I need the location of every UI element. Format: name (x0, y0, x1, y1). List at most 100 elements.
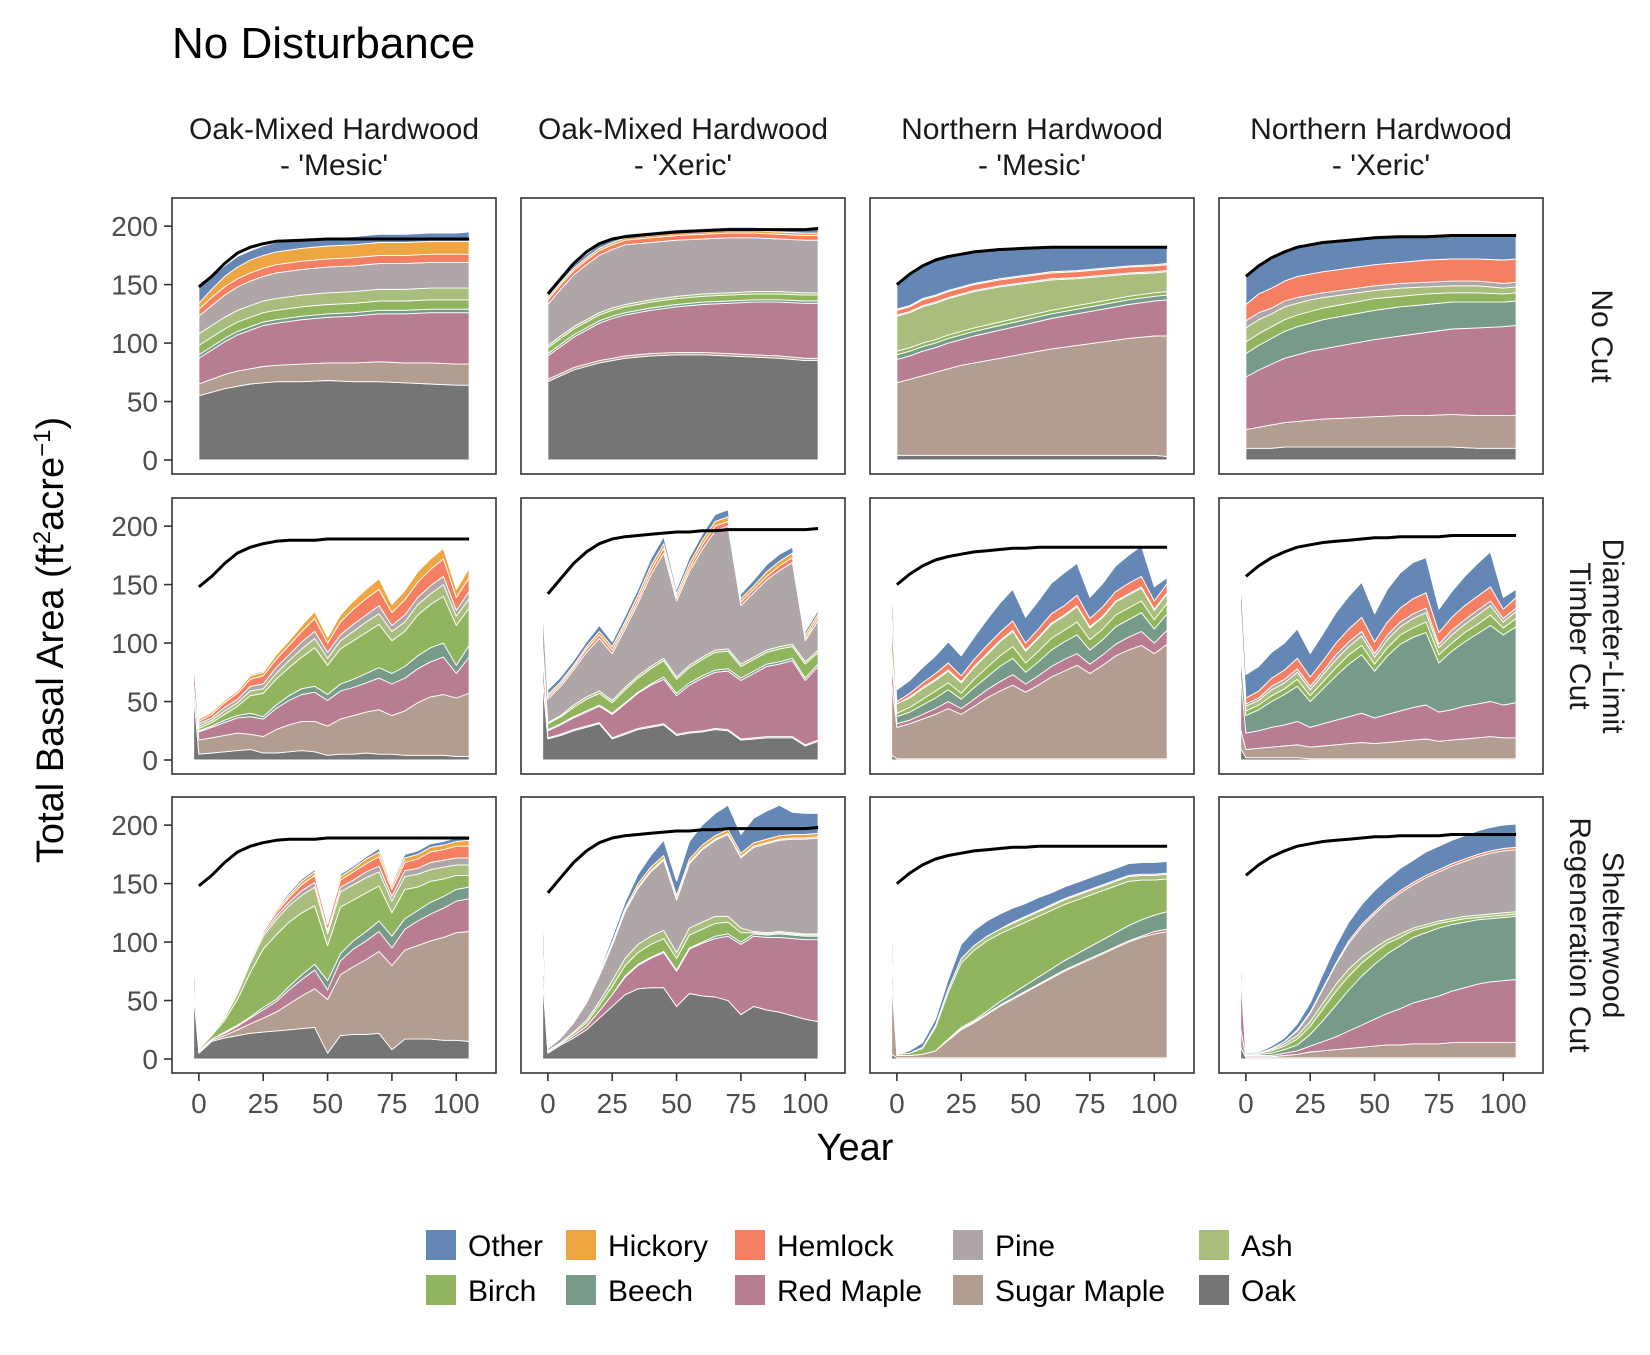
x-tick-label: 100 (433, 1088, 480, 1119)
column-strip-line1: Oak-Mixed Hardwood (189, 113, 479, 146)
axes: 0 50 100 150 200 0 50 100 150 200 0 50 100 150 200 0 25 5… (111, 211, 1526, 1119)
no-disturbance-line (895, 844, 1168, 885)
no-disturbance-line (197, 537, 470, 589)
no-disturbance-line (895, 245, 1168, 286)
column-strip-line2: - 'Mesic' (280, 149, 388, 182)
y-tick-label: 200 (111, 511, 158, 542)
x-tick-label: 0 (540, 1088, 556, 1119)
x-tick-label: 0 (191, 1088, 207, 1119)
area-other (193, 836, 470, 1051)
panel-border (869, 497, 1195, 775)
no-disturbance-line (1244, 234, 1517, 278)
legend-item-sugar-maple: Sugar Maple (953, 1275, 1165, 1308)
column-strip-line2: - 'Mesic' (978, 149, 1086, 182)
y-tick-label: 50 (127, 687, 158, 718)
x-axis-title: Year (817, 1127, 894, 1169)
column-strip-line2: - 'Xeric' (1332, 149, 1430, 182)
panel-1-1 (520, 497, 846, 775)
legend-item-pine: Pine (953, 1230, 1055, 1263)
x-tick-label: 75 (376, 1088, 407, 1119)
no-disturbance-line (546, 227, 819, 295)
row-strip-line2: Timber Cut (1563, 562, 1596, 710)
y-tick-label: 200 (111, 810, 158, 841)
legend-swatch (426, 1275, 456, 1305)
panel-border (171, 796, 497, 1074)
no-disturbance-line (546, 527, 819, 595)
area-other (891, 860, 1168, 1055)
panel-0-3 (1218, 197, 1544, 475)
legend-item-red-maple: Red Maple (735, 1275, 922, 1308)
legend-label: Pine (995, 1230, 1055, 1263)
chart-title: No Disturbance (172, 19, 475, 68)
legend-item-beech: Beech (566, 1275, 693, 1308)
y-tick-label: 200 (111, 211, 158, 242)
legend-label: Red Maple (777, 1275, 922, 1308)
area-oak (547, 354, 819, 461)
area-other (1240, 823, 1517, 1055)
legend-swatch (566, 1275, 596, 1305)
x-tick-label: 50 (312, 1088, 343, 1119)
x-tick-label: 25 (248, 1088, 279, 1119)
no-disturbance-line (1244, 833, 1517, 877)
column-strip-line1: Northern Hardwood (1250, 113, 1512, 146)
column-strip-line2: - 'Xeric' (634, 149, 732, 182)
legend-swatch (1199, 1230, 1229, 1260)
x-tick-label: 100 (1480, 1088, 1527, 1119)
area-other (891, 545, 1168, 702)
panel-2-0 (171, 796, 497, 1074)
panel-0-1 (520, 197, 846, 475)
legend-label: Hemlock (777, 1230, 895, 1263)
panel-border (1218, 796, 1544, 1074)
panel-border (520, 197, 846, 475)
area-other (1240, 551, 1517, 699)
panel-border (869, 197, 1195, 475)
legend-label: Birch (468, 1275, 536, 1308)
legend-item-birch: Birch (426, 1275, 536, 1308)
no-disturbance-line (197, 237, 470, 289)
no-disturbance-line (895, 545, 1168, 586)
area-oak (1245, 446, 1517, 461)
x-tick-label: 75 (725, 1088, 756, 1119)
legend-item-oak: Oak (1199, 1275, 1297, 1308)
column-strip-line1: Northern Hardwood (901, 113, 1163, 146)
column-strip-line1: Oak-Mixed Hardwood (538, 113, 828, 146)
legend-label: Oak (1241, 1275, 1297, 1308)
y-tick-label: 150 (111, 270, 158, 301)
y-tick-label: 50 (127, 986, 158, 1017)
legend-swatch (426, 1230, 456, 1260)
legend-item-other: Other (426, 1230, 543, 1263)
y-tick-label: 0 (142, 745, 158, 776)
x-tick-label: 75 (1423, 1088, 1454, 1119)
y-tick-label: 150 (111, 570, 158, 601)
x-tick-label: 25 (597, 1088, 628, 1119)
legend-label: Beech (608, 1275, 693, 1308)
no-disturbance-line (1244, 534, 1517, 578)
row-strip-line1: Diameter-Limit (1596, 538, 1629, 734)
legend-swatch (566, 1230, 596, 1260)
panel-2-1 (520, 796, 846, 1074)
panel-border (1218, 197, 1544, 475)
legend-label: Ash (1241, 1230, 1293, 1263)
x-tick-label: 0 (1238, 1088, 1254, 1119)
area-other (542, 509, 819, 695)
legend-swatch (735, 1275, 765, 1305)
panel-1-2 (869, 497, 1195, 775)
y-axis-title: Total Basal Area (ft2acre−1) (29, 417, 73, 863)
panel-0-0 (171, 197, 497, 475)
panel-2-3 (1218, 796, 1544, 1074)
x-tick-label: 50 (661, 1088, 692, 1119)
y-tick-label: 100 (111, 927, 158, 958)
area-oak (198, 380, 470, 461)
legend-item-hemlock: Hemlock (735, 1230, 895, 1263)
panel-border (171, 197, 497, 475)
y-tick-label: 0 (142, 445, 158, 476)
row-strip-line2: Regeneration Cut (1563, 817, 1596, 1053)
area-oak (896, 454, 1168, 461)
legend-swatch (1199, 1275, 1229, 1305)
panel-2-2 (869, 796, 1195, 1074)
legend-swatch (953, 1230, 983, 1260)
x-tick-label: 25 (1295, 1088, 1326, 1119)
column-strips: Oak-Mixed Hardwood- 'Mesic'Oak-Mixed Har… (189, 113, 1512, 182)
no-disturbance-line (197, 836, 470, 888)
